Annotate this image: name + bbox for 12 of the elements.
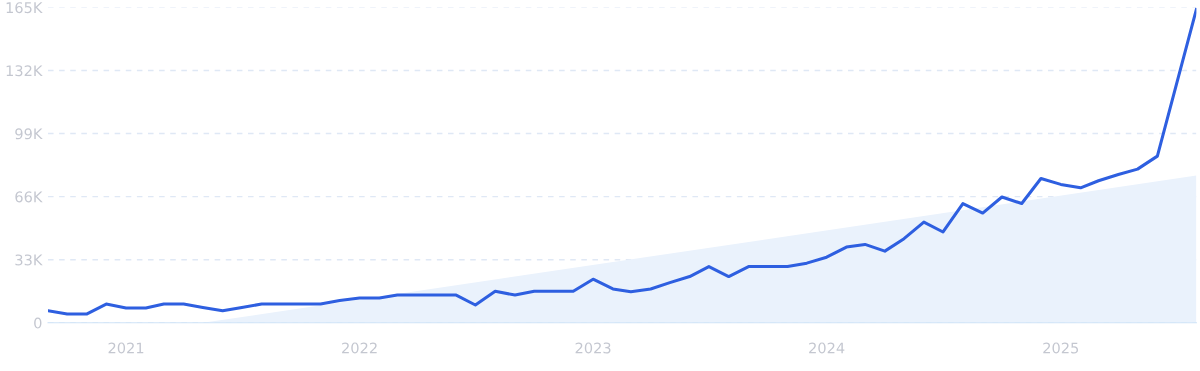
y-tick-label: 66K [15,191,43,203]
x-tick-label: 2023 [575,342,611,354]
line-series [48,7,1197,316]
y-tick-label: 99K [15,128,43,140]
x-tick-label: 2025 [1043,342,1079,354]
x-tick-label: 2022 [342,342,377,354]
y-tick-label: 132K [6,65,43,77]
y-tick-label: 0 [34,317,42,329]
x-tick-label: 2024 [809,342,845,354]
x-tick-label: 2021 [108,342,144,354]
y-tick-label: 165K [6,2,43,14]
y-tick-label: 33K [15,254,43,266]
